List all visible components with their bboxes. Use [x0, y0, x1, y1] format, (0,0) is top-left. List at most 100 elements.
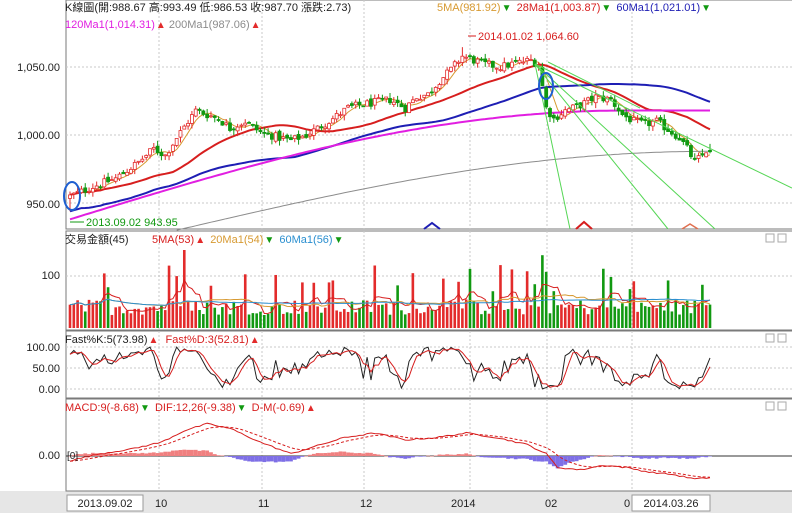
kd-maximize-button[interactable]	[777, 333, 787, 343]
volume-bar-114	[502, 309, 506, 328]
x-label-start: 2013.09.02	[77, 498, 132, 510]
volume-bar-66	[320, 312, 323, 328]
macd-hist-bar-152	[647, 456, 651, 459]
volume-minimize-button[interactable]	[765, 233, 775, 243]
volume-bar-85	[392, 302, 396, 328]
candle-body-146	[624, 112, 629, 118]
volume-bar-111	[491, 291, 495, 328]
candle-body-107	[475, 58, 480, 64]
volume-bar-11	[110, 314, 114, 328]
candle-body-167	[704, 152, 709, 158]
macd-hist-bar-21	[148, 452, 152, 456]
candle-body-37	[209, 115, 213, 118]
candle-body-145	[620, 109, 625, 116]
macd-hist-bar-106	[471, 455, 476, 456]
macd-hist-bar-138	[593, 455, 598, 457]
volume-bar-166	[701, 284, 704, 328]
volume-bar-167	[704, 305, 708, 328]
volume-bar-142	[609, 276, 613, 328]
macd-hist-bar-117	[513, 456, 518, 460]
macd-hist-bar-87	[399, 456, 404, 459]
x-label-oct: 10	[155, 498, 167, 510]
volume-bar-103	[461, 308, 464, 328]
macd-legend-1: DIF:12,26(-9.38)	[155, 402, 236, 414]
macd-hist-bar-92	[418, 456, 423, 457]
volume-bar-88	[403, 314, 407, 328]
macd-hist-bar-80	[372, 453, 377, 456]
candle-body-70	[334, 113, 339, 120]
candle-body-28	[174, 138, 179, 146]
volume-bar-146	[624, 306, 628, 328]
volume-bar-116	[510, 269, 514, 328]
candle-body-14	[121, 171, 126, 175]
macd-hist-bar-120	[525, 456, 530, 459]
macd-panel-buttons[interactable]	[765, 401, 787, 411]
macd-hist-bar-134	[578, 456, 583, 460]
volume-bar-15	[125, 310, 129, 328]
volume-bar-122	[533, 284, 537, 328]
candle-body-138	[593, 94, 598, 104]
macd-hist-bar-64	[311, 453, 316, 456]
macd-hist-bar-122	[532, 456, 537, 462]
macd-hist-bar-18	[136, 453, 141, 456]
candle-body-64	[311, 128, 316, 136]
volume-bar-156	[662, 310, 666, 328]
candle-body-104	[464, 56, 469, 59]
volume-bar-153	[651, 305, 655, 328]
price-ytick-1000: 1,000.00	[17, 130, 60, 142]
volume-bar-143	[613, 306, 617, 328]
volume-panel-buttons[interactable]	[765, 233, 787, 243]
candle-body-77	[361, 105, 366, 108]
trend-line-0	[534, 63, 792, 189]
macd-hist-bar-121	[529, 456, 533, 460]
volume-bar-40	[221, 307, 224, 328]
candle-body-1	[71, 192, 76, 195]
volume-bar-144	[617, 308, 620, 328]
volume-maximize-button[interactable]	[777, 233, 787, 243]
kd-ytick-50: 50.00	[32, 363, 60, 375]
macd-minimize-button[interactable]	[765, 401, 775, 411]
macd-maximize-button[interactable]	[777, 401, 787, 411]
volume-bar-128	[556, 305, 559, 328]
kd-panel-buttons[interactable]	[765, 333, 787, 343]
x-label-2014: 2014	[451, 498, 475, 510]
candle-body-87	[399, 103, 404, 108]
panel-frames	[65, 0, 792, 492]
volume-bar-69	[331, 280, 335, 328]
candle-body-12	[113, 177, 118, 182]
kd-minimize-button[interactable]	[765, 333, 775, 343]
candle-body-115	[506, 62, 510, 68]
macd-hist-bar-146	[624, 456, 629, 457]
macd-ytick-0: 0.00	[39, 450, 60, 462]
volume-bar-129	[560, 304, 563, 328]
candle-body-110	[487, 60, 491, 64]
candle-body-97	[437, 84, 442, 89]
macd-hist-bar-124	[540, 456, 545, 462]
candle-body-45	[239, 124, 244, 127]
macd-hist-bar-153	[650, 456, 655, 458]
macd-hist-bar-105	[468, 454, 472, 456]
volume-bar-83	[384, 303, 388, 328]
volume-bar-152	[647, 306, 651, 328]
macd-hist-bar-43	[231, 456, 236, 458]
candle-body-76	[357, 101, 362, 106]
x-end-date-box	[631, 494, 711, 512]
volume-bar-154	[655, 308, 658, 328]
macd-hist-bar-112	[494, 456, 499, 458]
y-axis-labels: 1,050.00 1,000.00 950.00 100 100.00 50.0…	[17, 62, 78, 462]
macd-hist-bar-33	[193, 449, 198, 456]
volume-bar-22	[152, 306, 156, 328]
candle-body-106	[471, 56, 476, 64]
macd-hist-bar-126	[548, 456, 552, 465]
macd-hist-bar-44	[235, 456, 240, 460]
candle-body-81	[376, 97, 381, 100]
kd-legend-1: Fast%D:3(52.81)	[166, 334, 249, 346]
ma200-line	[176, 150, 710, 231]
panel-buttons	[765, 233, 787, 411]
volume-bar-10	[106, 287, 110, 328]
candle-body-22	[151, 146, 156, 150]
macd-hist-bar-61	[300, 456, 305, 457]
x-label-feb: 02	[545, 498, 557, 510]
volume-bar-17	[133, 308, 137, 328]
macd-hist-bar-76	[357, 452, 362, 456]
